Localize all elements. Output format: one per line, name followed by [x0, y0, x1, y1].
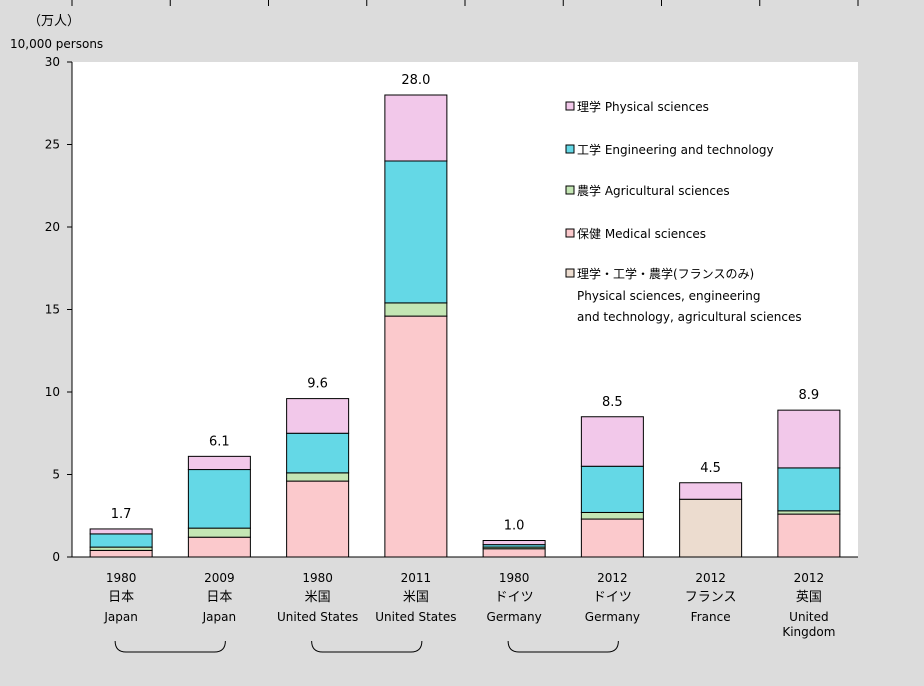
- x-label-en: United States: [277, 610, 358, 624]
- y-tick-label: 15: [45, 303, 60, 317]
- x-label-en: United: [789, 610, 828, 624]
- legend-label: 理学 Physical sciences: [577, 99, 709, 114]
- bar-segment: [679, 482, 743, 500]
- top-tick-marks: [71, 0, 859, 6]
- bar-segment: [89, 549, 153, 558]
- x-label-en: Japan: [202, 610, 236, 624]
- legend-swatch: [565, 101, 575, 111]
- bar-segment: [580, 465, 644, 513]
- legend-label: 理学・工学・農学(フランスのみ): [577, 266, 754, 281]
- bar-total-label: 1.0: [504, 519, 525, 534]
- x-label-en: United States: [375, 610, 456, 624]
- bar-segment: [777, 467, 841, 512]
- x-label-year: 2012: [794, 571, 825, 585]
- bar-total-label: 8.5: [602, 395, 623, 410]
- x-label-jp: 米国: [305, 590, 331, 605]
- bar-segment: [187, 527, 251, 538]
- x-label-year: 1980: [302, 571, 333, 585]
- x-label-year: 1980: [106, 571, 137, 585]
- unit-label-jp: （万人）: [28, 14, 80, 29]
- legend-sublabel: and technology, agricultural sciences: [577, 310, 802, 324]
- bar-segment: [482, 548, 546, 558]
- group-bracket: [507, 640, 619, 653]
- x-label-year: 2009: [204, 571, 235, 585]
- legend-sublabel: Physical sciences, engineering: [577, 289, 760, 303]
- bar-segment: [187, 536, 251, 558]
- bar-segment: [286, 472, 350, 482]
- group-bracket: [311, 640, 423, 653]
- x-label-en: Germany: [487, 610, 542, 624]
- bar-segment: [89, 533, 153, 548]
- group-bracket: [114, 640, 226, 653]
- x-label-jp: フランス: [685, 590, 737, 605]
- y-tick-label: 25: [45, 138, 60, 152]
- x-label-jp: ドイツ: [593, 590, 632, 605]
- bar-segment: [777, 409, 841, 469]
- y-tick-label: 5: [52, 468, 60, 482]
- x-label-year: 2012: [695, 571, 726, 585]
- y-tick-label: 20: [45, 220, 60, 234]
- bar-segment: [482, 540, 546, 546]
- bar-segment: [384, 302, 448, 317]
- bar-total-label: 6.1: [209, 434, 230, 449]
- legend-swatch: [565, 228, 575, 238]
- bar-segment: [187, 455, 251, 471]
- x-label-jp: ドイツ: [495, 590, 534, 605]
- x-axis-labels: 1980 日本 Japan 2009 日本 Japan 1980 米国 United State…: [103, 571, 835, 639]
- bar-segment: [580, 511, 644, 520]
- x-label-jp: 米国: [403, 590, 429, 605]
- bar-segment: [286, 432, 350, 474]
- group-brackets: [114, 640, 619, 653]
- bar-segment: [679, 498, 743, 558]
- x-label-jp: 日本: [206, 590, 232, 605]
- legend-swatch: [565, 268, 575, 278]
- bars: 1.7 6.1 9.6 28.0 1.0 8.5 4.5 8.9: [89, 73, 841, 558]
- legend-label: 工学 Engineering and technology: [577, 142, 774, 157]
- bar-segment: [286, 480, 350, 558]
- legend-label: 保健 Medical sciences: [577, 227, 706, 241]
- unit-label-en: 10,000 persons: [10, 37, 103, 51]
- bar-total-label: 4.5: [700, 461, 721, 476]
- bar-total-label: 8.9: [799, 388, 820, 403]
- x-label-en: Kingdom: [782, 625, 835, 639]
- x-label-jp: 英国: [796, 590, 822, 605]
- bar-segment: [777, 513, 841, 558]
- bar-total-label: 28.0: [401, 73, 430, 88]
- x-label-en: France: [691, 610, 731, 624]
- legend-label: 農学 Agricultural sciences: [577, 183, 730, 198]
- x-label-year: 2012: [597, 571, 628, 585]
- bar-total-label: 9.6: [307, 377, 328, 392]
- x-label-en: Germany: [585, 610, 640, 624]
- legend-swatch: [565, 185, 575, 195]
- legend-swatch: [565, 144, 575, 154]
- bar-segment: [89, 528, 153, 535]
- y-tick-label: 0: [52, 550, 60, 564]
- bar-segment: [384, 160, 448, 304]
- bar-segment: [580, 416, 644, 467]
- x-label-jp: 日本: [108, 590, 134, 605]
- bar-segment: [580, 518, 644, 558]
- y-tick-label: 10: [45, 385, 60, 399]
- x-label-en: Japan: [103, 610, 137, 624]
- bar-segment: [187, 469, 251, 529]
- x-label-year: 2011: [401, 571, 432, 585]
- x-label-year: 1980: [499, 571, 530, 585]
- bar-segment: [384, 315, 448, 558]
- y-tick-label: 30: [45, 55, 60, 69]
- bar-segment: [384, 94, 448, 162]
- bar-segment: [286, 398, 350, 434]
- legend: 理学 Physical sciences 工学 Engineering and t…: [565, 99, 802, 324]
- bar-total-label: 1.7: [111, 507, 132, 522]
